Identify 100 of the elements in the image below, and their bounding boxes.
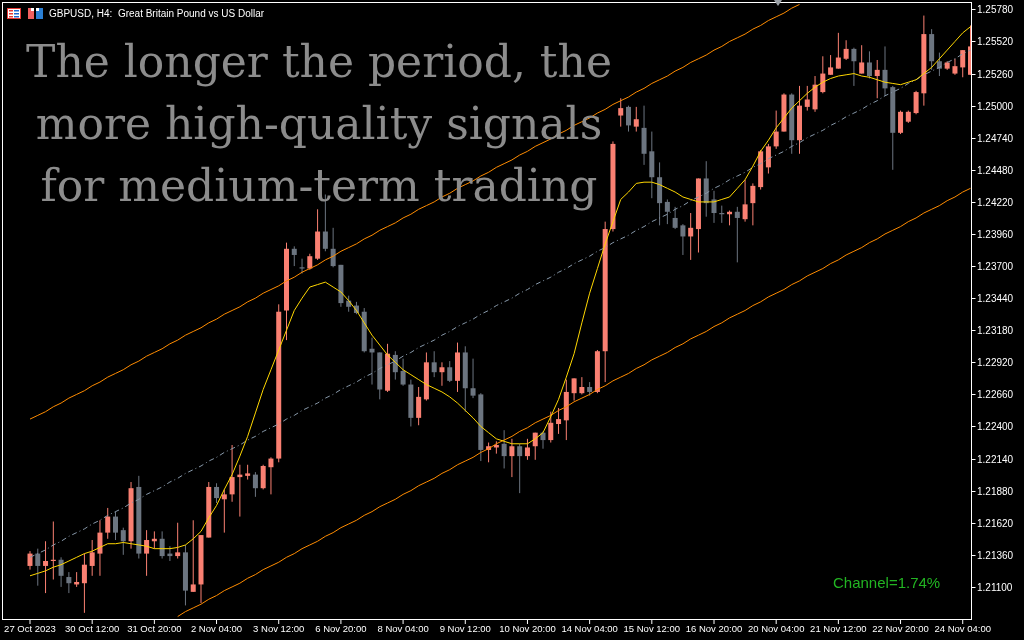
- x-tick-label: 22 Nov 20:00: [872, 623, 929, 634]
- candlestick: [291, 245, 297, 267]
- candlestick: [688, 212, 694, 261]
- y-tick-label: 1.21620: [977, 518, 1014, 529]
- candlestick: [859, 44, 865, 75]
- candlestick: [58, 556, 64, 588]
- candlestick: [81, 553, 87, 614]
- y-tick-label: 1.24740: [977, 133, 1014, 144]
- x-tick-label: 15 Nov 12:00: [623, 623, 681, 634]
- y-tick-label: 1.22400: [977, 421, 1014, 432]
- annotation: Channel=1.74%: [833, 574, 941, 591]
- candlestick: [773, 110, 779, 150]
- candlestick: [711, 190, 717, 224]
- y-tick-label: 1.24480: [977, 165, 1014, 176]
- candlestick: [120, 527, 126, 556]
- y-tick-label: 1.21100: [977, 582, 1013, 593]
- candlestick: [556, 407, 562, 435]
- candlestick: [447, 360, 453, 383]
- candlestick: [299, 258, 305, 274]
- x-tick-label: 9 Nov 12:00: [439, 623, 491, 634]
- candlestick: [144, 529, 150, 577]
- candlestick: [750, 182, 756, 226]
- y-tick-label: 1.23440: [977, 293, 1014, 304]
- x-tick-label: 20 Nov 04:00: [747, 623, 805, 634]
- x-tick-label: 14 Nov 04:00: [561, 623, 618, 634]
- y-tick-label: 1.23960: [977, 229, 1014, 240]
- candlestick: [672, 206, 678, 230]
- candlestick: [843, 39, 849, 61]
- x-tick-label: 16 Nov 20:00: [685, 623, 743, 634]
- candlestick: [392, 350, 398, 381]
- candlestick: [509, 438, 515, 478]
- candlestick: [268, 456, 274, 495]
- candlestick: [866, 50, 872, 80]
- candlestick: [431, 350, 437, 378]
- text: GBPUSD, H4: Great Britain Pound vs US Dollar: [49, 8, 265, 19]
- candlestick: [470, 358, 476, 399]
- candlestick: [734, 206, 740, 263]
- candlestick: [828, 54, 834, 76]
- candlestick: [416, 386, 422, 426]
- candlestick: [804, 85, 810, 112]
- candlestick: [626, 105, 631, 133]
- candlestick: [851, 47, 857, 87]
- y-tick-label: 1.25260: [977, 69, 1014, 80]
- candlestick: [260, 464, 266, 490]
- candlestick: [571, 377, 577, 402]
- candlestick: [43, 540, 49, 594]
- x-tick-label: 30 Oct 12:00: [64, 623, 120, 634]
- candlestick: [680, 223, 686, 256]
- y-tick-label: 1.21880: [977, 486, 1014, 497]
- candlestick: [113, 511, 118, 541]
- x-tick-label: 10 Nov 20:00: [499, 623, 556, 634]
- candlestick: [882, 45, 888, 97]
- candlestick: [105, 507, 111, 540]
- candlestick: [765, 143, 771, 175]
- candlestick: [89, 539, 95, 577]
- candlestick: [400, 358, 406, 387]
- y-tick-label: 1.23180: [977, 325, 1014, 336]
- y-tick-label: 1.22140: [977, 454, 1014, 465]
- y-tick-label: 1.21360: [977, 550, 1014, 561]
- x-tick-label: 3 Nov 12:00: [253, 623, 305, 634]
- x-tick-label: 8 Nov 04:00: [377, 623, 429, 634]
- y-tick-label: 1.25000: [977, 101, 1014, 112]
- candlestick: [618, 97, 624, 128]
- candlestick: [190, 519, 196, 593]
- candlestick: [214, 482, 220, 504]
- y-tick-label: 1.25780: [977, 4, 1014, 15]
- candlestick: [913, 90, 919, 115]
- x-tick-label: 2 Nov 04:00: [190, 623, 243, 634]
- candlestick: [330, 227, 336, 268]
- candlestick: [524, 438, 530, 461]
- x-tick-label: 21 Nov 12:00: [810, 623, 867, 634]
- candlestick: [548, 411, 554, 444]
- y-tick-label: 1.25520: [977, 36, 1014, 47]
- candlestick: [952, 58, 958, 76]
- candlestick: [633, 106, 639, 133]
- candlestick: [35, 548, 41, 587]
- candlestick: [874, 59, 880, 99]
- x-tick-label: 6 Nov 20:00: [315, 623, 367, 634]
- candlestick: [252, 471, 258, 498]
- x-tick-label: 24 Nov 04:00: [934, 623, 991, 634]
- y-tick-label: 1.23700: [977, 261, 1014, 272]
- candlestick: [97, 519, 103, 577]
- candlestick: [898, 110, 904, 135]
- candlestick: [175, 522, 181, 560]
- candlestick: [159, 530, 165, 560]
- candlestick: [501, 429, 507, 469]
- x-tick-label: 27 Oct 2023: [4, 623, 56, 634]
- candlestick: [66, 571, 72, 594]
- candlestick: [579, 376, 585, 395]
- candlestick: [439, 361, 445, 387]
- y-tick-label: 1.22660: [977, 389, 1014, 400]
- y-tick-label: 1.24220: [977, 197, 1014, 208]
- y-tick-label: 1.22920: [977, 357, 1014, 368]
- candlestick: [835, 32, 841, 70]
- candlestick: [742, 179, 748, 223]
- candlestick: [664, 198, 670, 225]
- candlestick: [221, 488, 227, 534]
- candlestick: [229, 444, 235, 503]
- candlestick: [936, 52, 942, 77]
- candlestick: [517, 443, 523, 494]
